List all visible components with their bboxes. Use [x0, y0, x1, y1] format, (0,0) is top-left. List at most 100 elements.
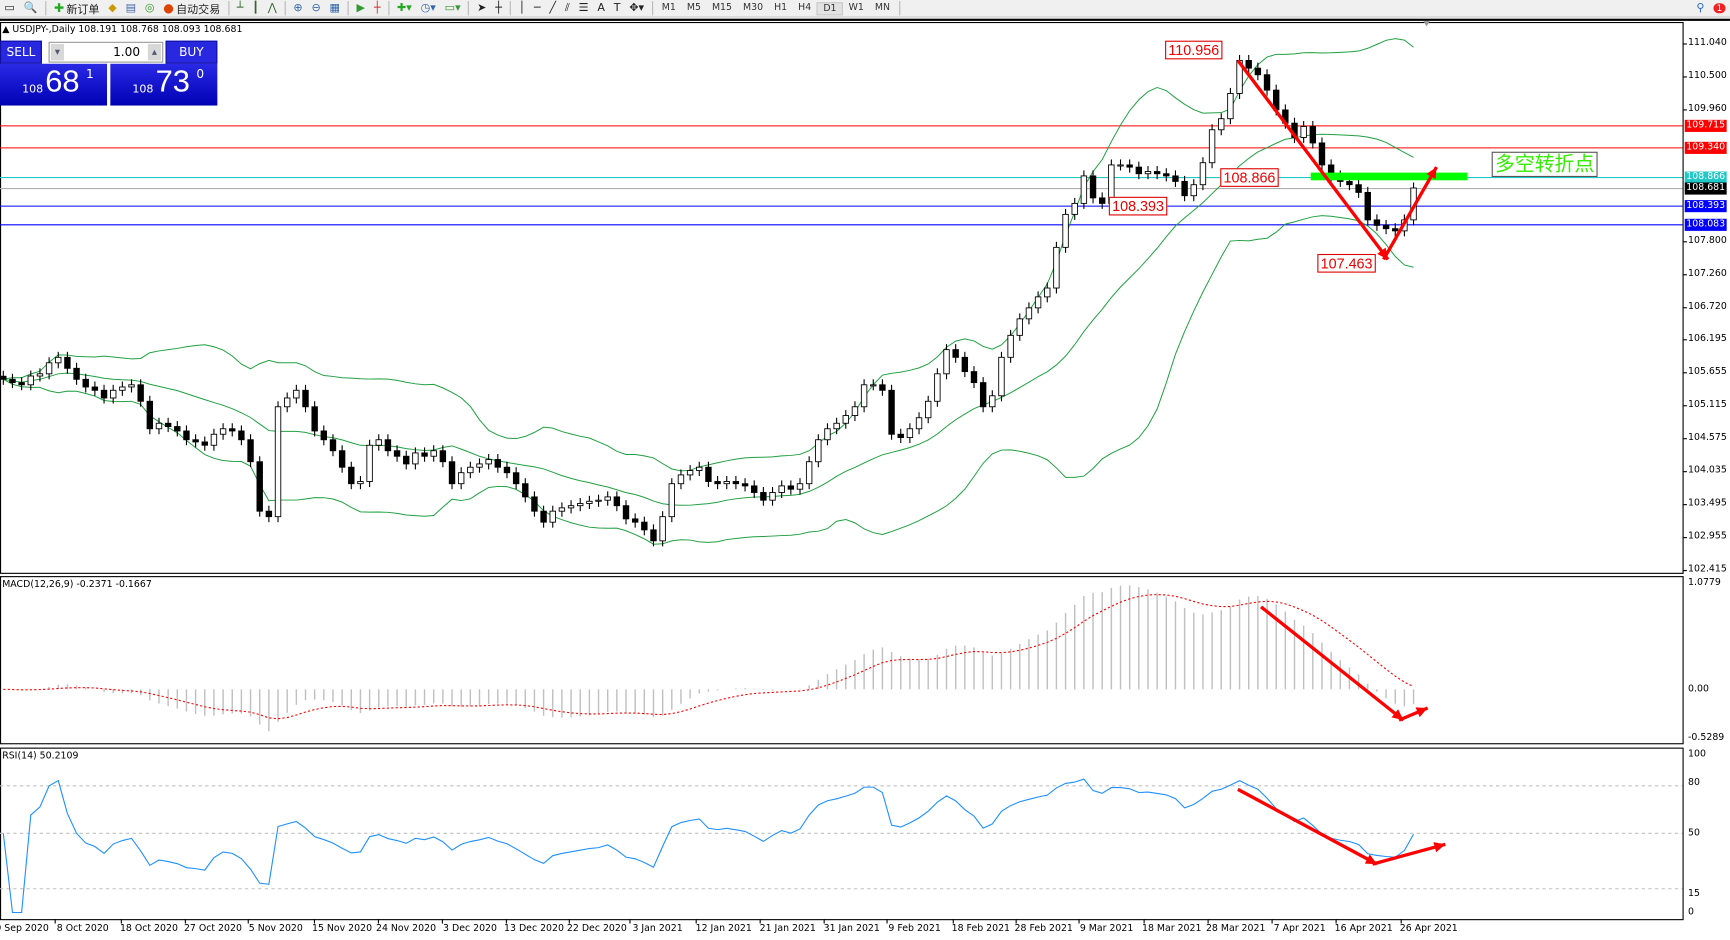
timeframe-h4[interactable]: H4	[798, 1, 812, 13]
bearish-candle	[265, 510, 273, 518]
bullish-candle	[805, 461, 813, 485]
bollinger-lower-band	[3, 215, 1414, 545]
bearish-candle	[320, 430, 328, 441]
bearish-candle	[9, 378, 16, 384]
equidistant-channel-icon[interactable]: ⫽	[564, 2, 570, 15]
cursor-icon[interactable]: ➤	[477, 2, 487, 15]
indicators-icon[interactable]: ✚▾	[397, 2, 412, 15]
bearish-candle	[1254, 67, 1262, 76]
timeframe-h1[interactable]: H1	[774, 1, 788, 13]
bar-chart-icon[interactable]: ┴	[236, 2, 244, 15]
timeframe-m15[interactable]: M15	[711, 1, 732, 13]
bearish-candle	[247, 439, 254, 463]
rsi-axis-50: 50	[1688, 827, 1700, 839]
bullish-candle	[567, 505, 575, 509]
rsi-up-arrow[interactable]	[1372, 842, 1446, 866]
bullish-candle	[677, 474, 685, 485]
date-axis-label: 27 Oct 2020	[183, 923, 242, 935]
support-price-label[interactable]: 108.393	[1108, 196, 1168, 216]
timeframe-m5[interactable]: M5	[686, 1, 701, 13]
bearish-candle	[421, 452, 428, 457]
lot-size-stepper[interactable]: ▼ 1.00 ▲	[48, 41, 164, 63]
price-axis-label: 107.800	[1688, 235, 1727, 247]
rsi-down-arrow[interactable]	[1237, 787, 1378, 866]
vertical-line-icon[interactable]: │	[518, 2, 526, 15]
date-axis-label: 8 Oct 2020	[56, 923, 109, 935]
buy-button[interactable]: BUY	[165, 40, 218, 64]
bearish-candle	[970, 371, 978, 384]
chart-window-icon[interactable]: ▭	[4, 2, 15, 15]
templates-icon[interactable]: ▭▾	[444, 2, 461, 15]
timeframe-m30[interactable]: M30	[743, 1, 764, 13]
timeframe-d1[interactable]: D1	[816, 1, 844, 15]
price-axis-label: 105.655	[1688, 366, 1727, 378]
sell-button[interactable]: SELL	[0, 40, 42, 64]
bearish-candle	[238, 430, 245, 441]
market-watch-icon[interactable]: ◆	[108, 2, 117, 15]
auto-scroll-icon[interactable]: ▶	[356, 2, 366, 15]
lot-size-input[interactable]: 1.00	[113, 45, 141, 60]
price-down-arrow[interactable]	[1236, 59, 1390, 261]
bullish-candle	[476, 463, 483, 468]
notification-badge[interactable]: 1	[1709, 0, 1730, 16]
macd-down-arrow[interactable]	[1260, 605, 1405, 722]
timeframe-w1[interactable]: W1	[848, 1, 864, 13]
line-chart-icon[interactable]: ⋀	[267, 2, 277, 15]
chart-shift-icon[interactable]: ┼	[373, 2, 381, 15]
periods-icon[interactable]: ◷▾	[420, 2, 436, 15]
text-label-tool[interactable]: T	[613, 2, 621, 15]
sell-price-button[interactable]: 108 68 1	[0, 63, 108, 106]
toolbar: ▭ 🔍 ✚ 新订单 ◆ ▤ ◎ ● 自动交易 ┴ ┃ ⋀ ⊕ ⊖ ▦ ▶ ┼ ✚▾ …	[0, 0, 1730, 18]
level-price-label[interactable]: 108.866	[1220, 168, 1279, 187]
bearish-candle	[1364, 191, 1371, 221]
price-axis-label: 102.415	[1688, 563, 1727, 575]
bullish-candle	[943, 349, 950, 375]
navigator-icon[interactable]: ▤	[125, 2, 137, 15]
price-axis-label: 109.960	[1688, 103, 1727, 115]
low-price-label[interactable]: 107.463	[1317, 253, 1376, 273]
price-up-arrow[interactable]	[1382, 166, 1438, 261]
turning-point-label[interactable]: 多空转折点	[1491, 151, 1598, 178]
toolbar-separator	[468, 1, 470, 16]
new-order-button[interactable]: ✚ 新订单	[50, 0, 104, 16]
zoom-icon[interactable]: 🔍	[23, 2, 38, 15]
arrows-icon[interactable]: ✥▾	[629, 2, 645, 15]
fibonacci-icon[interactable]: ☰	[578, 2, 589, 15]
bearish-candle	[1263, 74, 1271, 91]
buy-price-button[interactable]: 108 73 0	[110, 63, 218, 106]
macd-down-arrow-head	[1391, 709, 1404, 721]
rsi-panel-frame	[0, 747, 1684, 921]
bullish-candle	[274, 406, 282, 518]
high-price-label[interactable]: 110.956	[1165, 40, 1223, 60]
bullish-candle	[119, 386, 126, 391]
lot-increase-button[interactable]: ▲	[147, 43, 162, 61]
bearish-candle	[64, 356, 71, 369]
bullish-candle	[815, 439, 822, 463]
turning-point-bar[interactable]	[1310, 172, 1468, 181]
text-tool[interactable]: A	[597, 2, 605, 15]
bullish-candle	[842, 415, 849, 424]
trendline-icon[interactable]: ╱	[549, 2, 557, 15]
bullish-candle	[467, 466, 474, 474]
zoom-out-icon[interactable]: ⊖	[311, 2, 321, 15]
crosshair-icon[interactable]: ┼	[495, 2, 502, 15]
horizontal-line-icon[interactable]: ─	[533, 2, 541, 15]
signals-icon[interactable]: ◎	[144, 2, 155, 15]
tile-windows-icon[interactable]: ▦	[329, 2, 340, 15]
chart-title: ▲ USDJPY-,Daily 108.191 108.768 108.093 …	[2, 24, 243, 36]
price-level-tag: 109.340	[1684, 141, 1727, 154]
timeframe-m1[interactable]: M1	[661, 1, 676, 13]
bearish-candle	[1163, 173, 1170, 177]
candlestick-icon[interactable]: ┃	[252, 2, 259, 15]
zoom-in-icon[interactable]: ⊕	[293, 2, 303, 15]
toolbar-separator	[651, 1, 653, 16]
price-level-tag: 108.681	[1684, 182, 1727, 195]
search-icon[interactable]: ⚲	[1696, 2, 1705, 15]
timeframe-mn[interactable]: MN	[874, 1, 891, 13]
bearish-candle	[1382, 224, 1390, 230]
auto-trading-button[interactable]: ● 自动交易	[159, 0, 225, 16]
rsi-axis-15: 15	[1688, 888, 1700, 900]
lot-decrease-button[interactable]: ▼	[50, 43, 64, 61]
bullish-candle	[860, 384, 868, 408]
